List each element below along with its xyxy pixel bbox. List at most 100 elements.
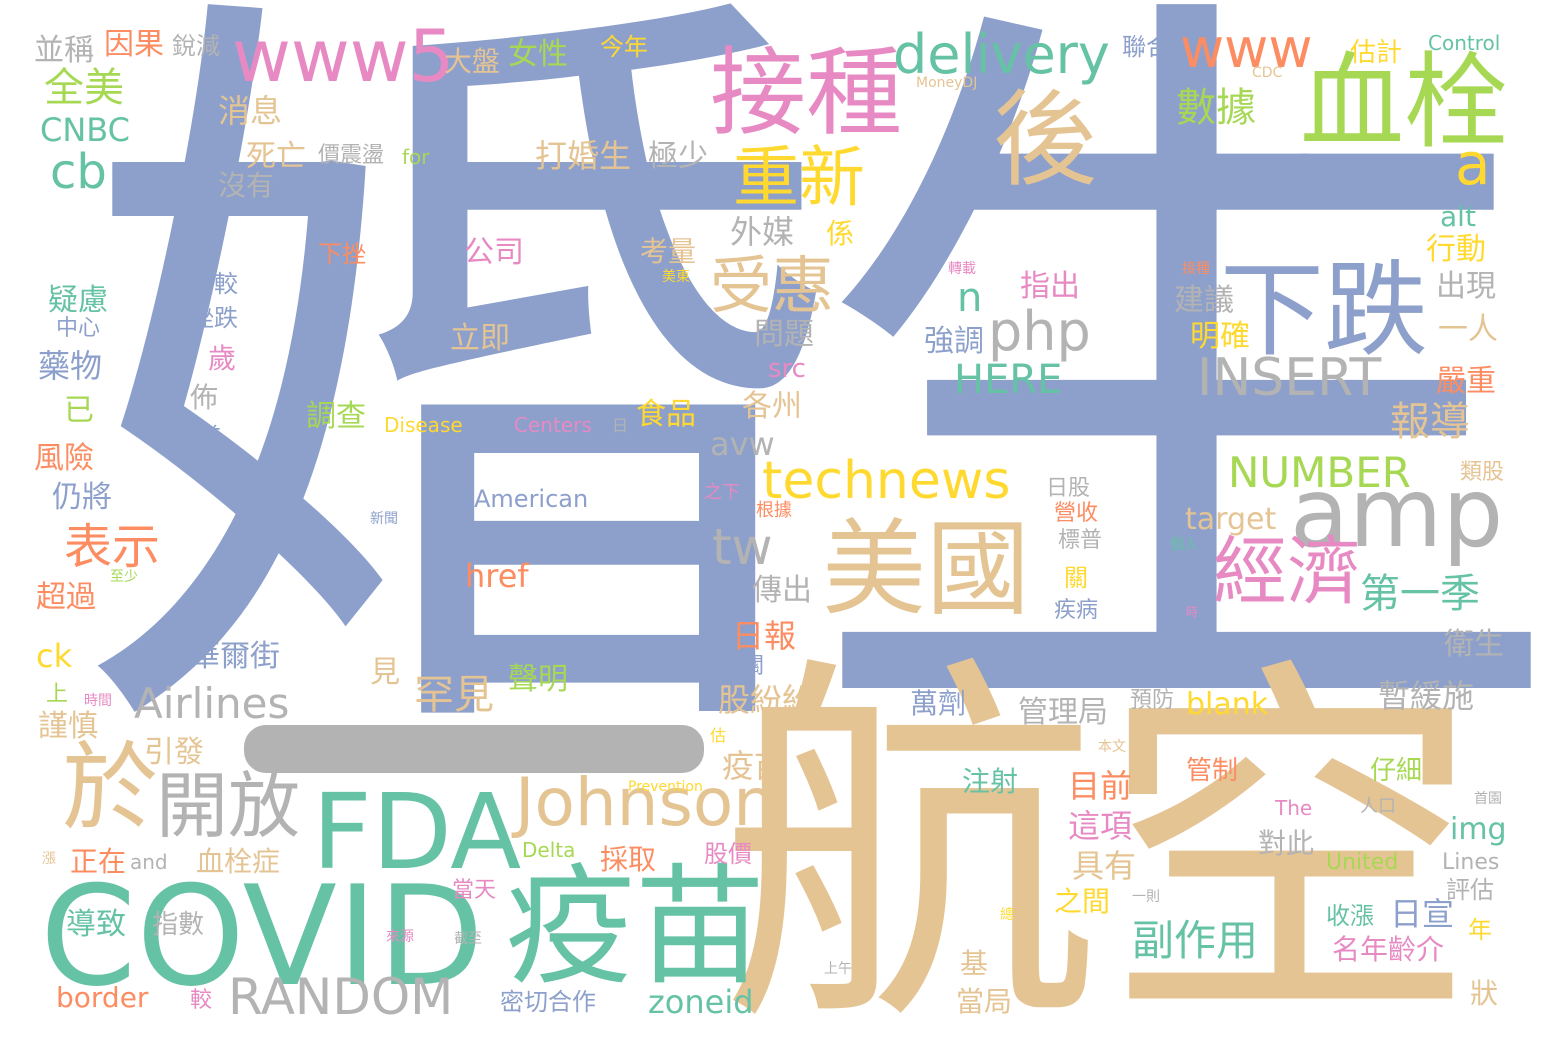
word-zhushe: 注射 (962, 765, 1019, 798)
word-dangtian: 當天 (452, 878, 497, 903)
gray-bar-shape (244, 725, 704, 773)
word-hanjian: 罕見 (414, 672, 494, 718)
word-ck: ck (36, 637, 73, 675)
word-shouzhang: 收漲 (1326, 902, 1374, 930)
word-chuanchu: 傳出 (752, 573, 812, 608)
word-hangkong: 航空 (720, 628, 1480, 1052)
word-zhengzai: 正在 (70, 845, 127, 878)
word-shuju: 數據 (1176, 85, 1256, 131)
word-miqiehezuo: 密切合作 (500, 988, 596, 1016)
word-insert: INSERT (1197, 348, 1382, 408)
word-siwang: 死亡 (246, 139, 306, 174)
word-united: United (1326, 850, 1399, 875)
word-moneydj: MoneyDJ (916, 75, 978, 91)
word-meiguo: 美國 (822, 508, 1031, 630)
word-alt: alt (1440, 200, 1476, 233)
word-ri: 日 (612, 416, 629, 435)
word-delivery: delivery (893, 23, 1110, 86)
word-jiezhong: 接種 (710, 37, 902, 149)
word-the: The (1275, 796, 1313, 820)
word-covid: COVID (40, 856, 484, 1017)
word-jiezhong-small: 接種 (1182, 261, 1210, 277)
word-yi: 已 (64, 393, 94, 428)
word-waimei: 外媒 (730, 213, 795, 251)
word-random: RANDOM (228, 968, 454, 1026)
word-jiao: 較 (190, 988, 213, 1013)
word-zhijian: 之間 (1054, 885, 1111, 918)
word-baodao: 報導 (1390, 399, 1470, 445)
word-shengming: 聲明 (508, 662, 568, 697)
word-jinnian: 今年 (600, 33, 648, 61)
word-www: www (1180, 17, 1313, 80)
word-cuodie: 挫跌 (190, 304, 238, 332)
word-zhongxin: 中心 (56, 316, 101, 341)
word-zhixia: 之下 (704, 482, 740, 503)
word-zoneid: zoneid (648, 983, 754, 1021)
word-duici: 對此 (1258, 827, 1315, 860)
word-fengxian: 風險 (34, 441, 94, 476)
word-dahunsheng: 打婚生 (535, 137, 632, 175)
word-www5: www5 (232, 14, 455, 98)
word-meiyou: 沒有 (218, 169, 275, 202)
word-guanzhi: 管制 (1186, 756, 1239, 786)
word-yaowu: 藥物 (38, 347, 103, 385)
word-geren: 個人 (1170, 537, 1198, 553)
word-pinggu: 評估 (1446, 876, 1494, 904)
word-zhuanzai: 轉載 (948, 261, 976, 277)
word-airlines: Airlines (134, 679, 290, 728)
word-xueshuan: 血栓 (1300, 41, 1509, 163)
word-qiangdiao: 強調 (924, 324, 984, 359)
word-xingdong: 行動 (1426, 232, 1486, 267)
word-liji: 立即 (450, 321, 510, 356)
word-xueshuanzheng: 血栓症 (196, 845, 281, 878)
word-border: border (56, 981, 149, 1014)
word-muqian: 目前 (1068, 767, 1133, 805)
word-jiezhi: 截至 (454, 931, 482, 947)
word-weisheng: 衛生 (1444, 627, 1504, 662)
word-jian: 見 (370, 655, 400, 690)
word-yinguo: 因果 (104, 27, 164, 62)
word-zhishao: 至少 (110, 569, 138, 585)
word-juyou: 具有 (1072, 847, 1137, 885)
word-sui: 歲 (208, 342, 237, 375)
word-rengjiang: 仍將 (52, 480, 112, 515)
word-href: href (465, 557, 529, 595)
word-shijian: 時間 (84, 693, 112, 709)
word-xiadie: 下跌 (1220, 249, 1429, 371)
word-xinwen: 新聞 (370, 511, 398, 527)
word-bu: 佈 (190, 381, 219, 414)
word-xiaoxi: 消息 (218, 92, 283, 130)
word-nian: 年 (1468, 916, 1492, 944)
word-chuxian: 出現 (1436, 269, 1496, 304)
word-bingcheng: 並稱 (34, 33, 94, 68)
word-hunsheng: 婚生 (70, 0, 1548, 833)
word-guji: 估計 (1350, 38, 1403, 68)
word-ae7f5990: ae7f5990 (1192, 146, 1440, 206)
word-amp: amp (1290, 457, 1504, 569)
word-renkou: 人口 (1360, 796, 1396, 817)
word-wenti: 問題 (754, 317, 814, 352)
word-mingnianling: 名年齡介 (1332, 933, 1445, 966)
word-kaifang: 開放 (156, 764, 301, 848)
word-lianhe: 聯合 (1122, 33, 1170, 61)
word-jingji: 經濟 (1213, 529, 1361, 615)
word-shouyuan: 首園 (1474, 791, 1502, 807)
word-cnbc: CNBC (40, 111, 131, 149)
word-prevention: Prevention (628, 779, 703, 795)
word-xiangjiao: 相較 (190, 270, 238, 298)
word-xiacuo: 下挫 (318, 240, 366, 268)
word-genju: 根據 (756, 500, 792, 521)
word-lines: Lines (1442, 850, 1500, 875)
word-diyiji: 第一季 (1360, 571, 1480, 617)
word-rigu: 日股 (1046, 476, 1091, 501)
word-gongsi: 公司 (464, 235, 524, 270)
word-dapan: 大盤 (444, 45, 501, 78)
word-meidong: 美東 (662, 269, 690, 285)
word-xi: 係 (826, 217, 855, 250)
word-laiyuan: 來源 (386, 929, 414, 945)
word-yize: 一則 (1132, 889, 1160, 905)
word-zhexiang: 這項 (1068, 807, 1133, 845)
word-leigu: 類股 (1460, 460, 1505, 485)
word-jishao: 極少 (648, 139, 708, 174)
